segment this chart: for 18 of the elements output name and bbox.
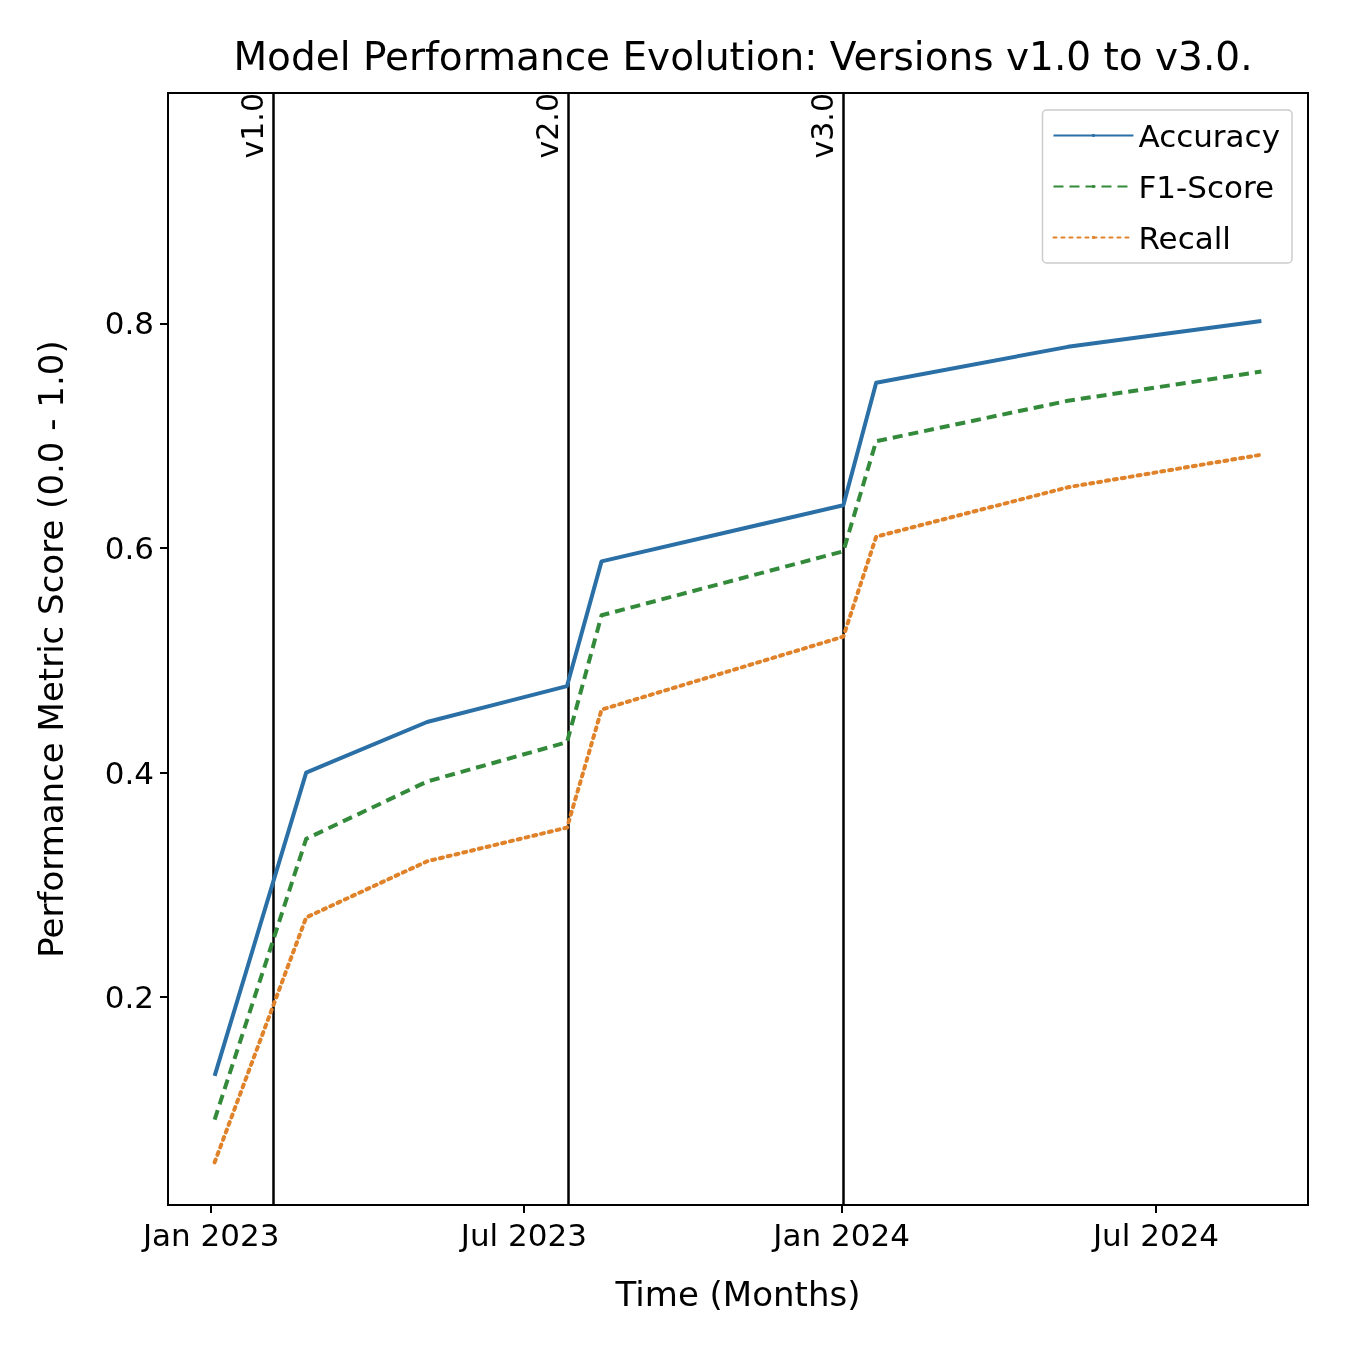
ref-line-label: v2.0 xyxy=(530,93,566,159)
y-tick-label: 0.2 xyxy=(104,979,154,1016)
chart-title: Model Performance Evolution: Versions v1.0 to v3.0. xyxy=(233,34,1253,79)
y-tick-label: 0.4 xyxy=(104,754,154,791)
x-tick-label: Jan 2024 xyxy=(771,1216,910,1253)
line-series xyxy=(212,452,1264,1165)
y-tick-label: 0.8 xyxy=(104,305,154,342)
legend-label: Accuracy xyxy=(1138,117,1280,154)
ref-line-label: v3.0 xyxy=(804,93,840,159)
x-tick-label: Jan 2023 xyxy=(140,1216,280,1253)
legend-label: Recall xyxy=(1138,219,1231,256)
x-tick-label: Jul 2024 xyxy=(1090,1216,1220,1253)
y-tick-label: 0.6 xyxy=(104,529,154,566)
x-axis-title: Time (Months) xyxy=(614,1274,861,1314)
y-axis-title: Performance Metric Score (0.0 - 1.0) xyxy=(31,340,71,958)
x-tick-label: Jul 2023 xyxy=(458,1216,587,1253)
legend-label: F1-Score xyxy=(1138,168,1275,205)
ref-line-label: v1.0 xyxy=(234,93,270,159)
